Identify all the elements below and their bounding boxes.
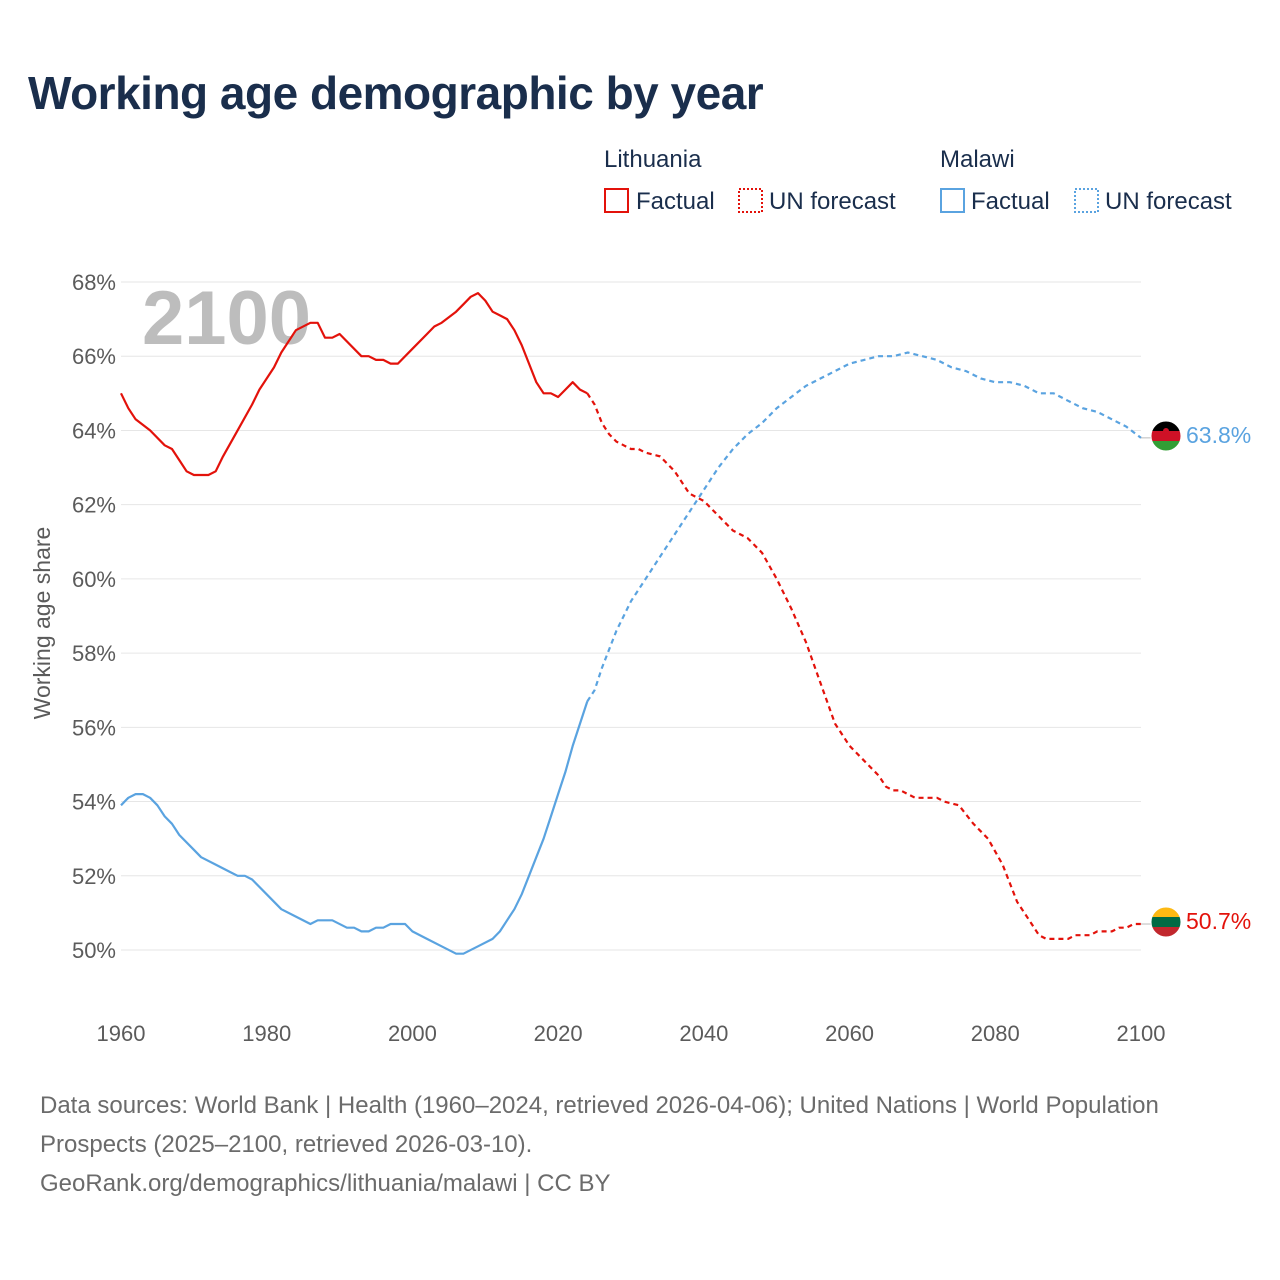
legend-label-lithuania-forecast: UN forecast xyxy=(769,188,896,215)
y-tick-label: 54% xyxy=(72,790,116,815)
legend-label-malawi-factual: Factual xyxy=(971,188,1050,215)
data-sources: Data sources: World Bank | Health (1960–… xyxy=(40,1092,1159,1158)
x-tick-label: 2000 xyxy=(388,1021,437,1046)
end-label-lithuania: 50.7% xyxy=(1186,908,1251,934)
y-tick-label: 56% xyxy=(72,715,116,740)
legend-swatch-malawi-forecast xyxy=(1074,188,1099,213)
y-tick-label: 60% xyxy=(72,567,116,592)
x-tick-label: 2020 xyxy=(534,1021,583,1046)
x-tick-label: 2060 xyxy=(825,1021,874,1046)
malawi-flag-icon xyxy=(1151,421,1181,451)
y-axis-label: Working age share xyxy=(29,527,55,720)
x-tick-label: 1980 xyxy=(242,1021,291,1046)
y-axis-ticks: 50% 52% 54% 56% 58% 60% 62% 64% 66% 68% xyxy=(72,270,116,963)
y-tick-label: 66% xyxy=(72,344,116,369)
y-tick-label: 64% xyxy=(72,418,116,443)
malawi-flag-ring xyxy=(1150,420,1182,452)
x-tick-label: 2040 xyxy=(679,1021,728,1046)
legend-swatch-lithuania-factual xyxy=(604,188,629,213)
legend-label-lithuania-factual: Factual xyxy=(636,188,715,215)
line-chart: Lithuania Factual UN forecast Malawi Fac… xyxy=(29,146,1251,1046)
y-tick-label: 58% xyxy=(72,641,116,666)
series-line-malawi-forecast xyxy=(586,351,1142,703)
series-line-lithuania-forecast xyxy=(586,392,1141,940)
lithuania-flag-ring xyxy=(1150,906,1182,938)
series-lines xyxy=(120,292,1151,955)
chart-title: Working age demographic by year xyxy=(28,67,764,119)
gridlines xyxy=(121,281,1141,951)
x-tick-label: 2080 xyxy=(971,1021,1020,1046)
legend-title-lithuania: Lithuania xyxy=(604,146,702,173)
legend-title-malawi: Malawi xyxy=(940,146,1015,173)
legend: Lithuania Factual UN forecast Malawi Fac… xyxy=(604,146,1232,215)
footer: Data sources: World Bank | Health (1960–… xyxy=(40,1086,1240,1203)
end-label-malawi: 63.8% xyxy=(1186,422,1251,448)
series-line-malawi-factual xyxy=(120,701,589,955)
attribution: GeoRank.org/demographics/lithuania/malaw… xyxy=(40,1170,611,1197)
current-year-label: 2100 xyxy=(142,276,311,361)
y-tick-label: 68% xyxy=(72,270,116,295)
legend-swatch-malawi-factual xyxy=(940,188,965,213)
x-tick-label: 2100 xyxy=(1117,1021,1166,1046)
y-tick-label: 52% xyxy=(72,864,116,889)
series-line-lithuania-factual xyxy=(120,292,588,477)
y-tick-label: 62% xyxy=(72,493,116,518)
legend-swatch-lithuania-forecast xyxy=(738,188,763,213)
legend-label-malawi-forecast: UN forecast xyxy=(1105,188,1232,215)
lithuania-flag-icon xyxy=(1151,907,1181,937)
y-tick-label: 50% xyxy=(72,938,116,963)
x-tick-label: 1960 xyxy=(97,1021,146,1046)
x-axis-ticks: 1960 1980 2000 2020 2040 2060 2080 2100 xyxy=(97,1021,1166,1046)
